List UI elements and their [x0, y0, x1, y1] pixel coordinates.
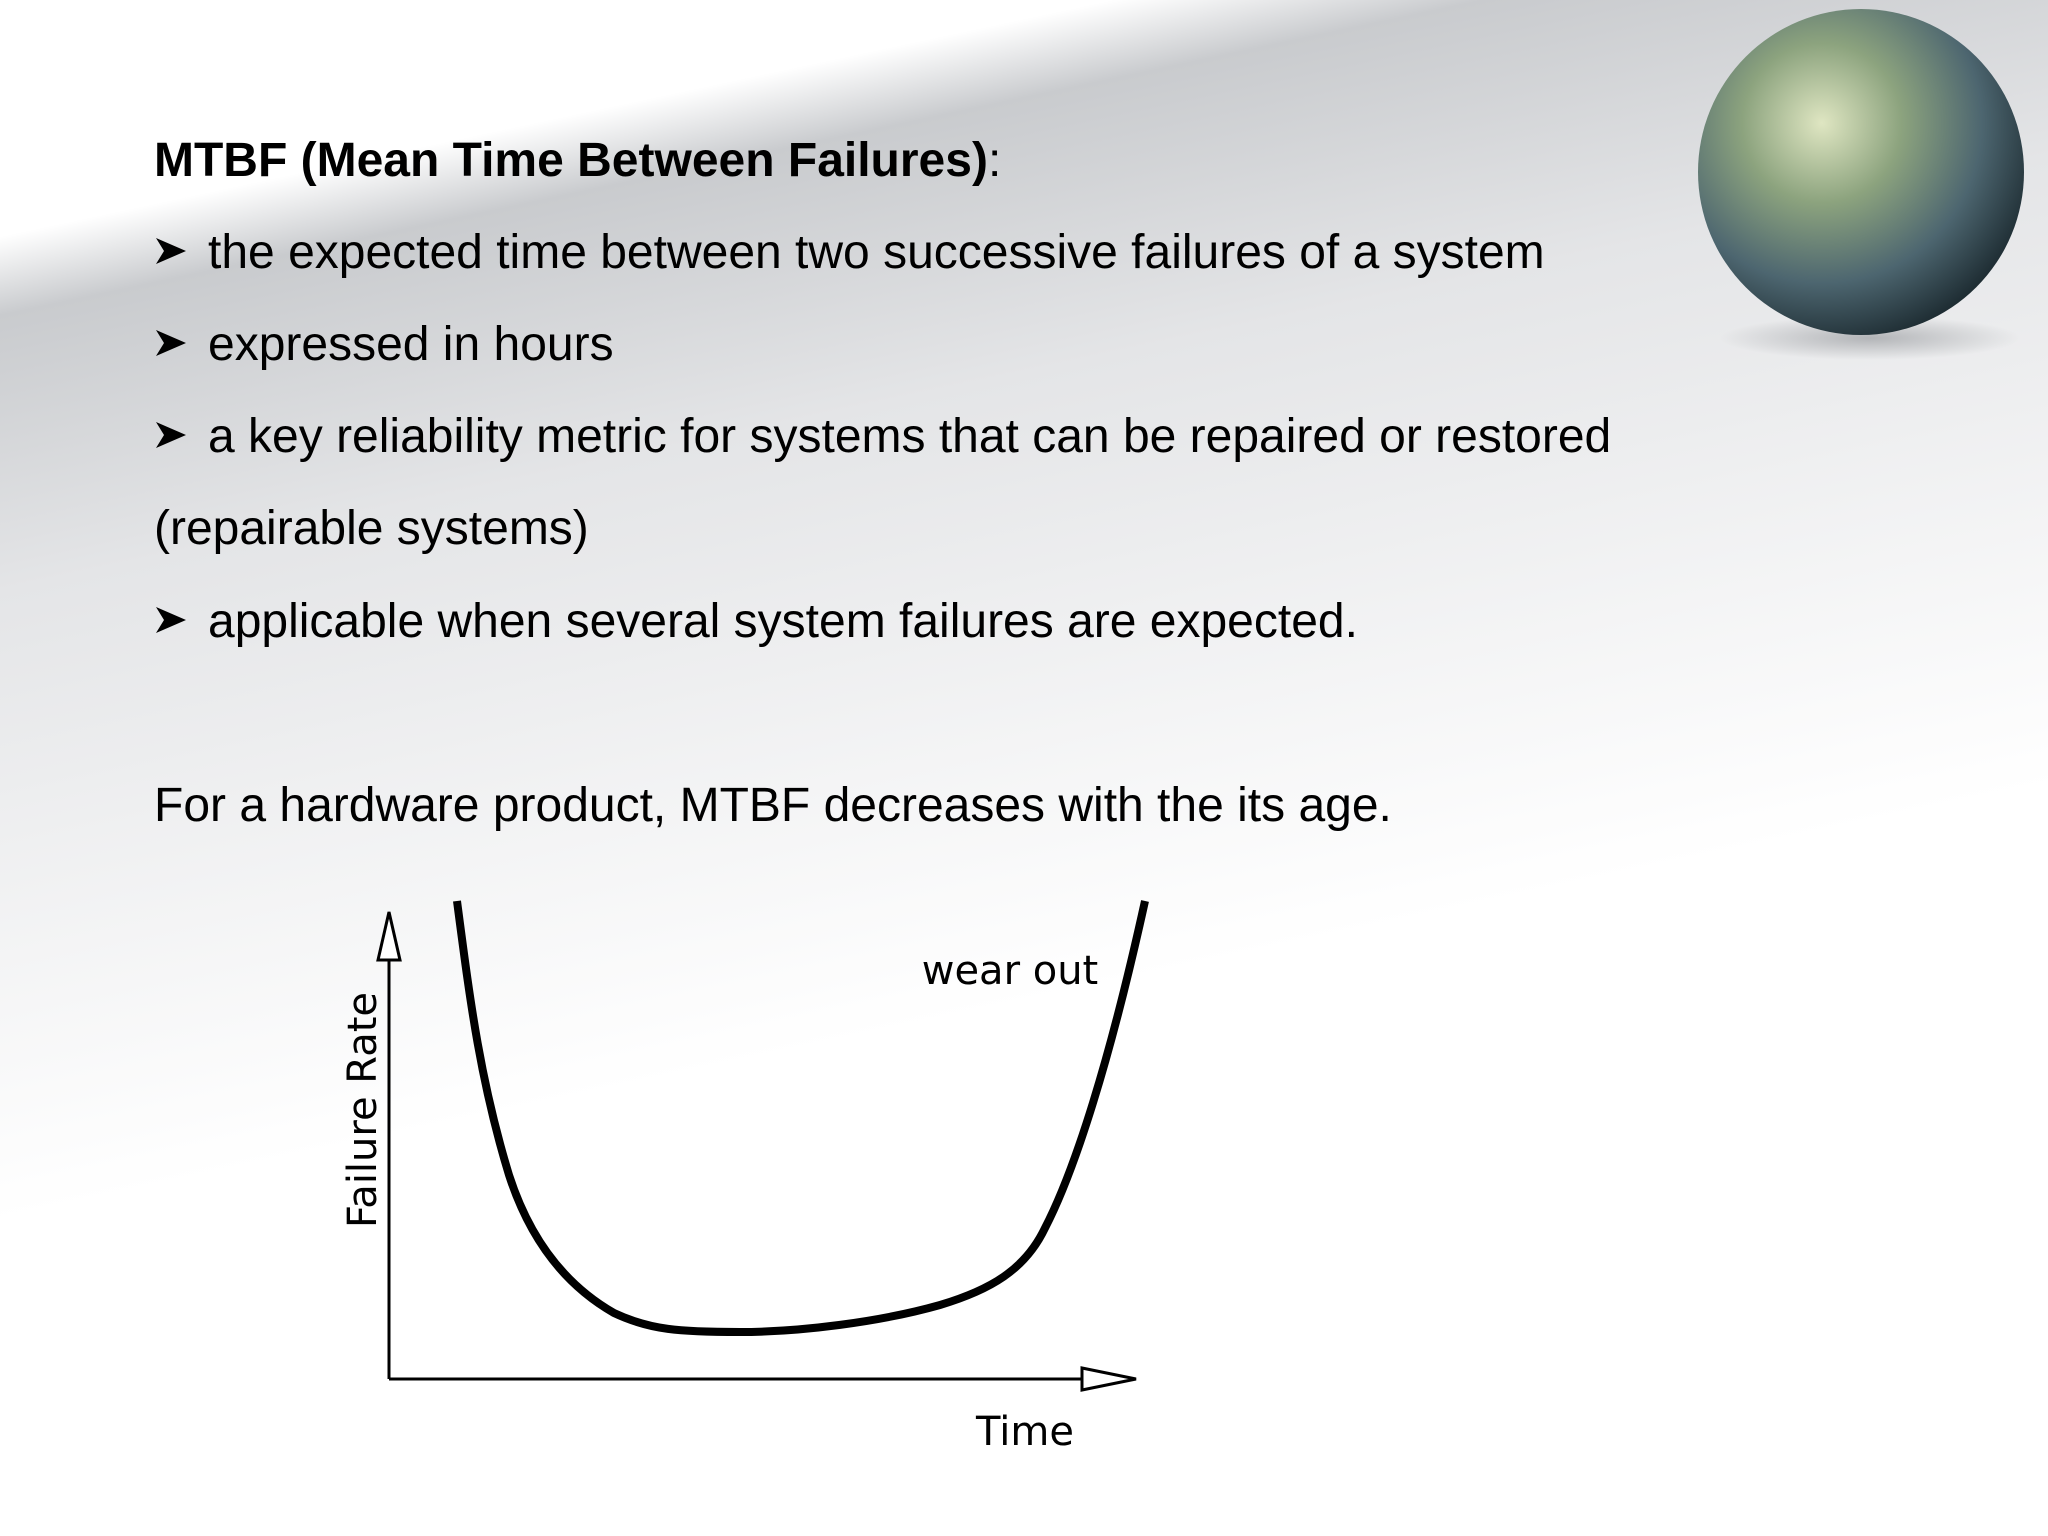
heading-punct: : [987, 134, 1002, 187]
globe-shadow [1720, 316, 2020, 360]
bathtub-curve [453, 900, 1149, 1336]
globe [1698, 9, 2024, 335]
bullet: the expected time between two successive… [154, 207, 1545, 299]
bullet-text: expressed in hours [208, 318, 614, 371]
bullet-icon [156, 238, 186, 264]
bullet-text: a key reliability metric for systems tha… [154, 410, 1612, 555]
heading: MTBF (Mean Time Between Failures): [154, 115, 1001, 207]
bullet: expressed in hours [154, 299, 614, 391]
bullet-icon [156, 607, 186, 633]
bullet-icon [156, 330, 186, 356]
bullet-text: the expected time between two successive… [208, 226, 1545, 279]
x-axis-label: Time [975, 1409, 1074, 1455]
curve-annotation: wear out [922, 948, 1099, 994]
x-axis-arrow [1080, 1366, 1137, 1392]
bullet-icon [156, 422, 186, 448]
y-axis-arrow [376, 911, 402, 962]
heading-term: MTBF (Mean Time Between Failures) [154, 134, 988, 187]
y-axis-label: Failure Rate [340, 992, 386, 1228]
bullet-text: applicable when several system failures … [208, 595, 1358, 648]
bullet: applicable when several system failures … [154, 576, 1358, 668]
paragraph: For a hardware product, MTBF decreases w… [154, 779, 1392, 832]
bullet: a key reliability metric for systems tha… [154, 391, 1734, 575]
